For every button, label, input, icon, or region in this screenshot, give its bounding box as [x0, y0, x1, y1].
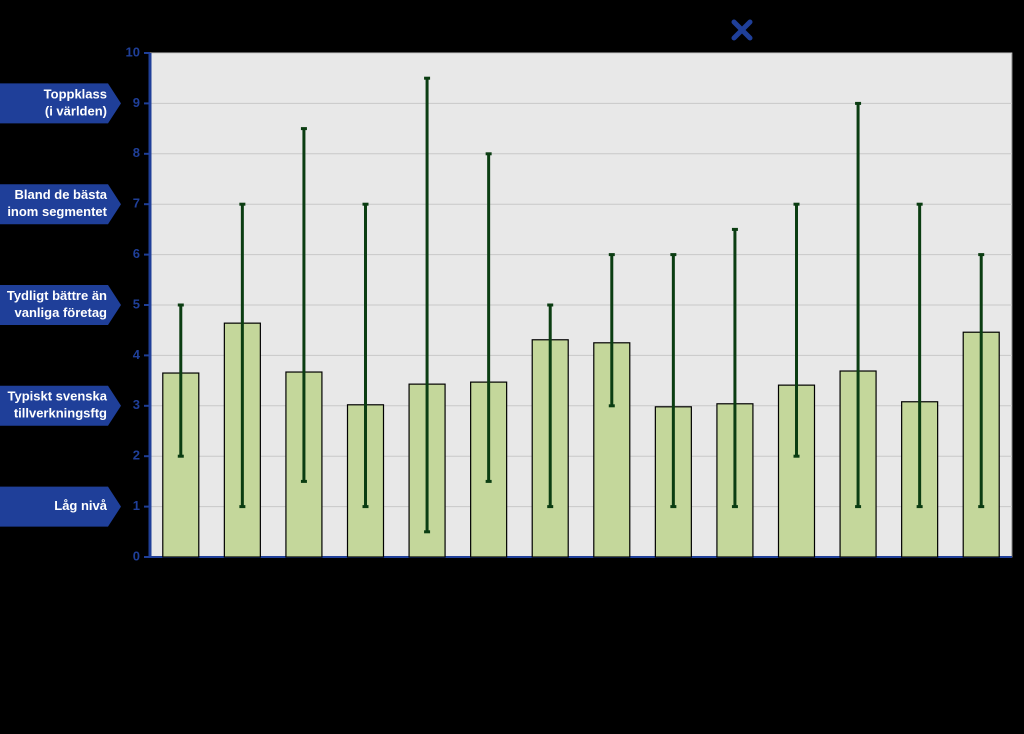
level-badge: [0, 486, 121, 527]
error-bar: [608, 253, 615, 408]
error-bar: [300, 127, 307, 483]
error-bar: [547, 303, 554, 509]
error-bar: [793, 202, 800, 458]
y-tick-label: 8: [133, 145, 140, 160]
y-tick-label: 1: [133, 498, 140, 513]
error-bar: [731, 227, 738, 509]
y-tick-label: 4: [133, 347, 141, 362]
y-tick-label: 5: [133, 296, 140, 311]
error-bar: [916, 202, 923, 509]
level-label: inom segmentet: [7, 204, 107, 219]
marker-x: [731, 19, 753, 41]
y-tick-label: 3: [133, 397, 140, 412]
level-label: (i världen): [45, 103, 107, 118]
level-label: Typiskt svenska: [8, 389, 108, 404]
y-tick-label: 7: [133, 196, 140, 211]
level-badge: [0, 285, 121, 325]
level-label: vanliga företag: [15, 305, 108, 320]
level-badge: [0, 184, 121, 225]
error-bar: [485, 152, 492, 483]
error-bar: [855, 101, 862, 509]
level-label: Tydligt bättre än: [7, 288, 107, 303]
error-bar: [362, 202, 369, 509]
y-tick-label: 6: [133, 246, 140, 261]
level-label: tillverkningsftg: [14, 406, 107, 421]
error-bar: [424, 76, 431, 534]
level-label: Toppklass: [44, 86, 107, 101]
error-bar: [239, 202, 246, 509]
level-label: Låg nivå: [54, 498, 108, 513]
y-tick-label: 2: [133, 448, 140, 463]
level-badge: [0, 385, 121, 426]
error-bar: [978, 253, 985, 509]
level-label: Bland de bästa: [15, 187, 108, 202]
y-tick-label: 9: [133, 95, 140, 110]
error-bar: [177, 303, 184, 458]
error-bar: [670, 253, 677, 509]
level-badge: [0, 83, 121, 124]
y-tick-label: 10: [126, 44, 140, 59]
y-tick-label: 0: [133, 548, 140, 563]
